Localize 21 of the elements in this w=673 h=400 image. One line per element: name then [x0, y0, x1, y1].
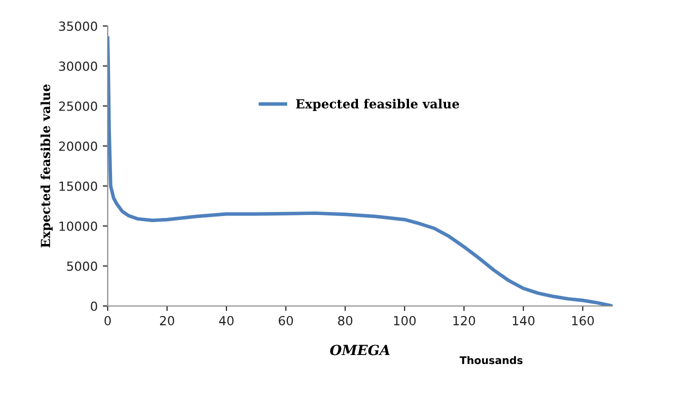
x-tick-label: 0 — [104, 316, 111, 326]
text: Thousands — [460, 356, 522, 364]
x-tick-label: 100 — [394, 316, 416, 326]
x-tick-label: 140 — [512, 316, 534, 326]
y-tick-label: 5000 — [67, 261, 98, 271]
x-tick-label: 40 — [219, 316, 234, 326]
x-tick-label: 60 — [278, 316, 293, 326]
y-tick-label: 35000 — [59, 21, 98, 31]
x-tick-label: 160 — [572, 316, 594, 326]
x-tick-label: 80 — [338, 316, 352, 326]
x-tick-label: 120 — [453, 316, 476, 326]
y-tick-label: 25000 — [59, 101, 98, 111]
legend-label: Expected feasible value — [296, 98, 460, 111]
x-tick-label: 20 — [160, 316, 174, 326]
y-tick-label: 30000 — [59, 61, 98, 71]
y-tick-label: 10000 — [60, 221, 98, 231]
y-tick-label: 15000 — [60, 181, 98, 191]
x-axis-title: OMEGA — [330, 344, 390, 356]
y-tick-label: 20000 — [59, 141, 98, 151]
y-axis-title: Expected feasible value — [40, 84, 53, 248]
y-tick-label: 0 — [90, 301, 98, 311]
